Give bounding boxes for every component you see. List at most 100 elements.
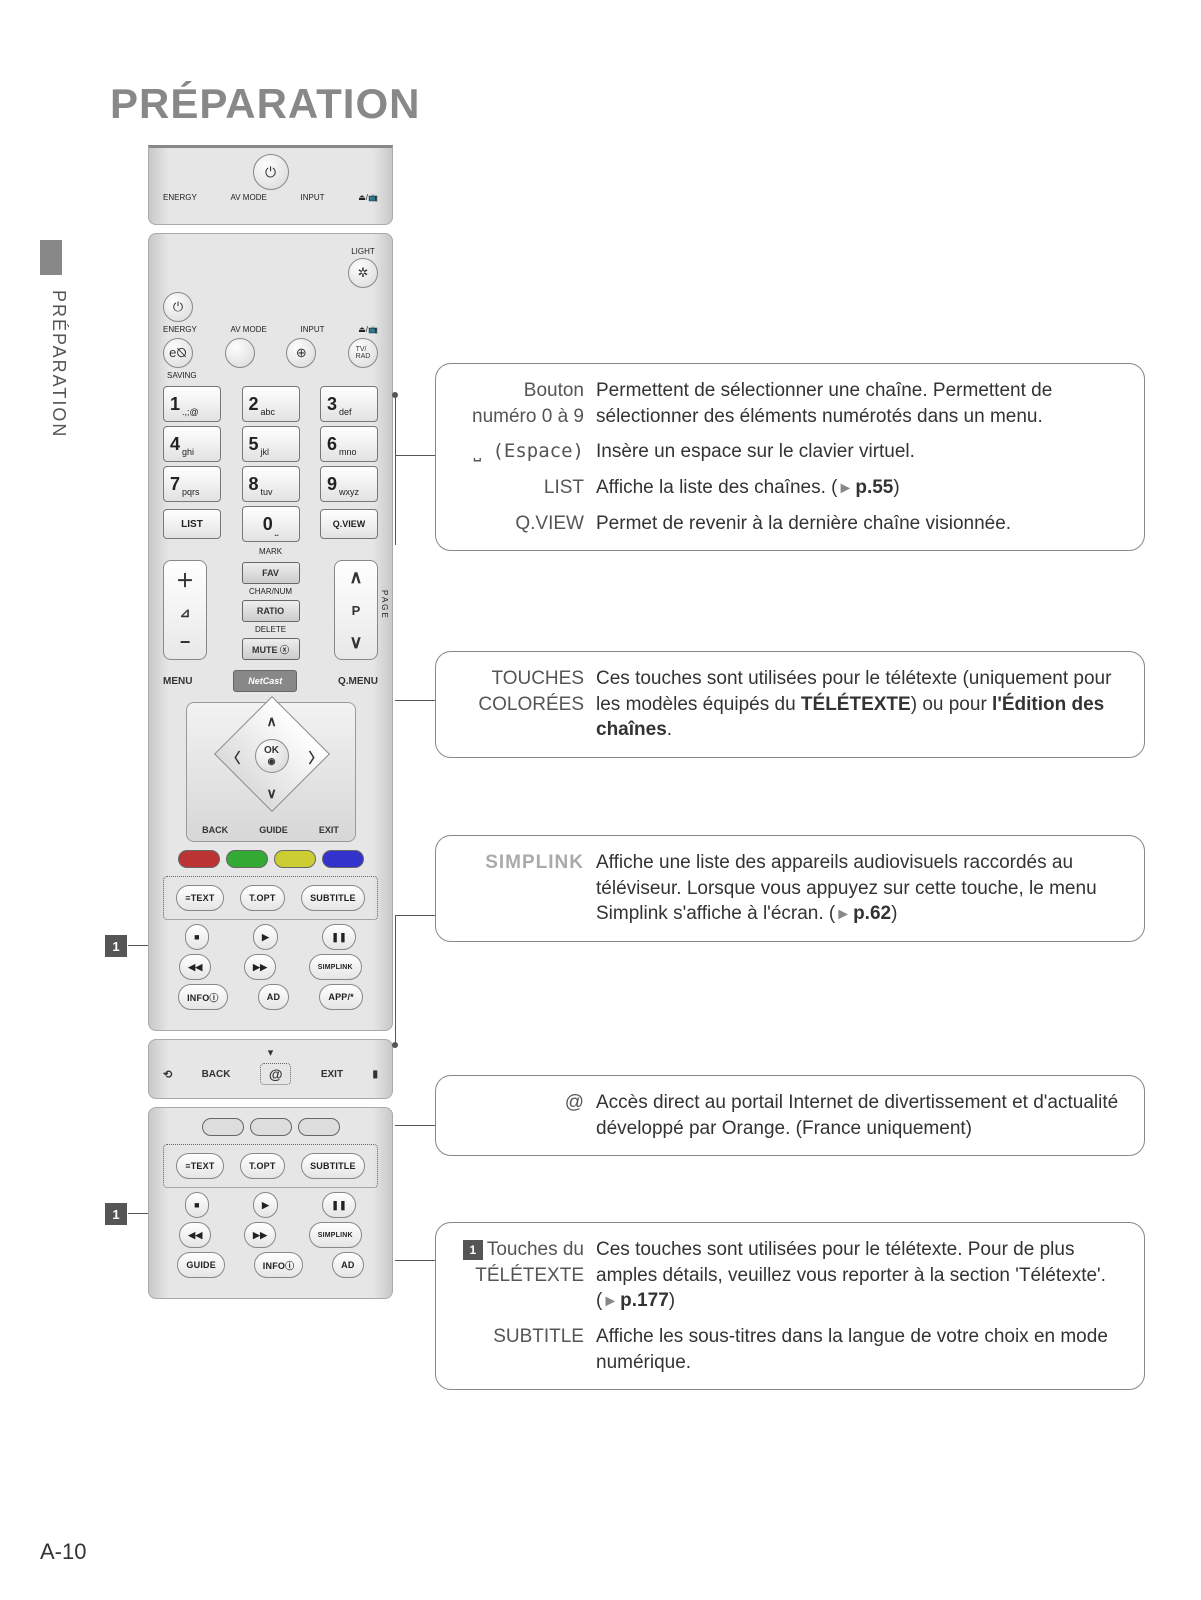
leader-dot-1 <box>392 392 398 398</box>
lbl-mark: MARK <box>163 548 378 556</box>
yellow-key <box>274 850 316 868</box>
ff-button: ▶▶ <box>244 954 276 980</box>
remote-column: ⏻ ENERGY AV MODE INPUT ⏏/📺 LIGHT ✲ ⏻ ENE… <box>148 145 393 1307</box>
callout-at: @ Accès direct au portail Internet de di… <box>435 1075 1145 1156</box>
list-button: LIST <box>163 509 221 539</box>
lbl-avmode2: AV MODE <box>231 326 267 334</box>
leader-3 <box>395 915 435 916</box>
key-4: 4ghi <box>163 426 221 462</box>
exit-label: EXIT <box>319 825 339 835</box>
c1-val3: Affiche la liste des chaînes. (►p.55) <box>596 475 1124 501</box>
lbl-input2: INPUT <box>301 326 325 334</box>
guide-label: GUIDE <box>259 825 288 835</box>
leader-1 <box>395 455 435 456</box>
back-label: BACK <box>202 825 228 835</box>
lbl-delete: DELETE <box>255 626 286 634</box>
page-number: A-10 <box>40 1539 86 1565</box>
c1-key3: LIST <box>456 475 596 501</box>
key-9: 9wxyz <box>320 466 378 502</box>
lbl-saving: SAVING <box>167 372 378 380</box>
side-label: PRÉPARATION <box>48 290 69 438</box>
c5-key1: 1Touches du TÉLÉTEXTE <box>456 1237 596 1288</box>
dpad: OK◉ ∧ ∨ 〈 〉 BACK GUIDE EXIT <box>186 702 356 842</box>
leader-5 <box>395 1260 435 1261</box>
page-title: PRÉPARATION <box>110 80 420 128</box>
key-6: 6mno <box>320 426 378 462</box>
label-energy: ENERGY <box>163 194 197 202</box>
color-key-row <box>163 850 378 868</box>
ratio-button: RATIO <box>242 600 300 622</box>
subtitle-button: SUBTITLE <box>301 885 365 911</box>
info-button-b: INFOⓘ <box>254 1252 304 1278</box>
label-eject: ⏏/📺 <box>358 194 378 202</box>
power-icon: ⏻ <box>253 154 289 190</box>
numeric-keypad: 1.,;@2abc3def4ghi5jkl6mno7pqrs8tuv9wxyz <box>163 386 378 502</box>
blue-key <box>322 850 364 868</box>
at-button: @ <box>269 1066 283 1082</box>
grey-key-1 <box>202 1118 244 1136</box>
callout-teletext: 1Touches du TÉLÉTEXTE Ces touches sont u… <box>435 1222 1145 1390</box>
c1-key1: Bouton numéro 0 à 9 <box>456 378 596 429</box>
menu-label: MENU <box>163 676 192 687</box>
tvrad-button: TV/RAD <box>348 338 378 368</box>
key-5: 5jkl <box>242 426 300 462</box>
stop-button-b: ■ <box>185 1192 209 1218</box>
text-button: ≡TEXT <box>176 885 223 911</box>
pause-button: ❚❚ <box>322 924 355 950</box>
info-button: INFOⓘ <box>178 984 228 1010</box>
simplink-button-b: SIMPLINK <box>309 1222 362 1248</box>
teletext-group-bottom: ≡TEXT T.OPT SUBTITLE <box>163 1144 378 1188</box>
c2-key: TOUCHES COLORÉES <box>456 666 596 717</box>
c4-key: @ <box>456 1090 596 1141</box>
leader-4 <box>395 1125 435 1126</box>
key-0: 0⎵ <box>242 506 300 542</box>
leader-3v <box>395 915 396 1045</box>
c5-val1: Ces touches sont utilisées pour le télét… <box>596 1237 1124 1314</box>
arrow-up-icon: ∧ <box>267 713 277 730</box>
channel-rocker: ∧P∨ <box>334 560 378 660</box>
pause-button-b: ❚❚ <box>322 1192 355 1218</box>
app-button: APP/* <box>319 984 363 1010</box>
key-8: 8tuv <box>242 466 300 502</box>
play-button-b: ▶ <box>253 1192 278 1218</box>
c1-key2: ⎵ (Espace) <box>456 439 596 465</box>
mute-button: MUTE ⓧ <box>242 638 300 660</box>
c1-val1: Permettent de sélectionner une chaîne. P… <box>596 378 1124 429</box>
lbl-energy2: ENERGY <box>163 326 197 334</box>
ok-button: OK◉ <box>255 739 289 773</box>
c5-key2: SUBTITLE <box>456 1324 596 1375</box>
mid-back: BACK <box>202 1069 231 1080</box>
topt-button-b: T.OPT <box>240 1153 285 1179</box>
p-label: P <box>352 603 361 618</box>
callout-numeric: Bouton numéro 0 à 9 Permettent de sélect… <box>435 363 1145 551</box>
c3-key: SIMPLINK <box>456 850 596 876</box>
rew-button-b: ◀◀ <box>179 1222 211 1248</box>
mid-exit: EXIT <box>321 1069 343 1080</box>
c1-val2: Insère un espace sur le clavier virtuel. <box>596 439 1124 465</box>
lbl-charnum: CHAR/NUM <box>249 588 292 596</box>
volume-rocker: ＋⊿− <box>163 560 207 660</box>
leader-1v <box>395 395 396 545</box>
netcast-button: NetCast <box>233 670 297 692</box>
leader-dot-3 <box>392 1042 398 1048</box>
topt-button: T.OPT <box>240 885 285 911</box>
ad-button: AD <box>258 984 289 1010</box>
key-2: 2abc <box>242 386 300 422</box>
lbl-eject2: ⏏/📺 <box>358 326 378 334</box>
red-key <box>178 850 220 868</box>
c4-val: Accès direct au portail Internet de dive… <box>596 1090 1124 1141</box>
arrow-right-icon: 〉 <box>309 748 323 768</box>
light-button: ✲ <box>348 258 378 288</box>
grey-key-3 <box>298 1118 340 1136</box>
simplink-button: SIMPLINK <box>309 954 362 980</box>
c1-key4: Q.VIEW <box>456 511 596 537</box>
marker-1-a: 1 <box>105 935 127 957</box>
fav-button: FAV <box>242 562 300 584</box>
stop-button: ■ <box>185 924 209 950</box>
label-input: INPUT <box>301 194 325 202</box>
label-light: LIGHT <box>351 248 375 256</box>
key-7: 7pqrs <box>163 466 221 502</box>
input-button: ⊕ <box>286 338 316 368</box>
marker-leader-b <box>128 1213 148 1214</box>
green-key <box>226 850 268 868</box>
